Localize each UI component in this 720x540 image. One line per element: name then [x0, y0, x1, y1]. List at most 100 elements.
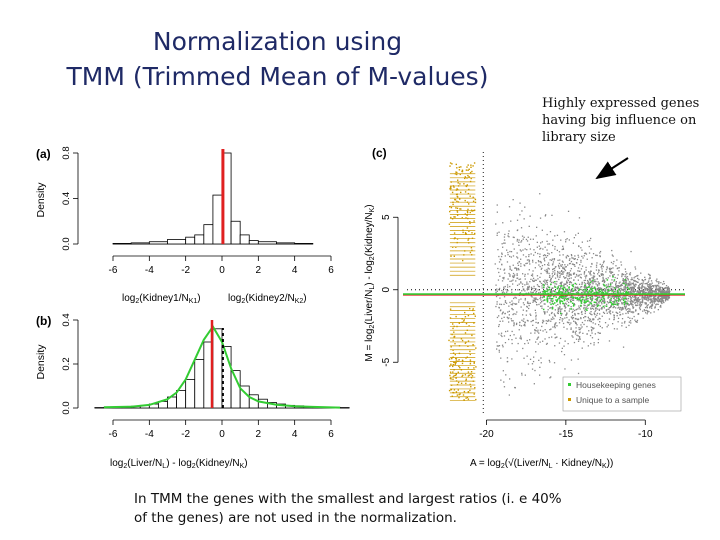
c-grey-point	[649, 276, 651, 278]
c-grey-point	[512, 199, 514, 201]
c-grey-point	[610, 296, 612, 298]
c-grey-point	[570, 322, 572, 324]
c-grey-point	[610, 305, 612, 307]
c-grey-point	[542, 340, 544, 342]
c-grey-point	[589, 334, 592, 337]
c-green-point	[626, 302, 628, 304]
c-green-point	[586, 286, 588, 289]
c-grey-point	[541, 287, 543, 289]
c-grey-point	[535, 312, 537, 314]
c-grey-point	[665, 286, 667, 289]
c-grey-point	[496, 301, 498, 303]
c-grey-point	[605, 309, 608, 311]
c-green-point	[624, 279, 627, 281]
c-grey-point	[591, 298, 594, 300]
c-green-point	[591, 295, 593, 298]
c-grey-point	[598, 287, 601, 289]
c-green-point	[580, 304, 582, 307]
c-grey-point	[521, 283, 524, 285]
c-gold-point	[452, 356, 454, 358]
c-grey-point	[511, 288, 513, 291]
c-grey-point	[577, 232, 579, 234]
c-grey-point	[667, 287, 669, 289]
c-gold-point	[453, 255, 455, 257]
c-grey-point	[647, 273, 650, 275]
c-grey-point	[569, 299, 572, 302]
c-grey-point	[662, 300, 664, 303]
c-grey-point	[559, 337, 562, 340]
c-grey-point	[628, 308, 630, 310]
c-grey-point	[508, 230, 510, 232]
c-grey-point	[654, 296, 656, 298]
c-grey-point	[532, 270, 534, 272]
c-grey-point	[623, 273, 625, 276]
c-grey-point	[579, 276, 582, 278]
c-green-point	[543, 295, 545, 298]
c-grey-point	[554, 266, 556, 268]
c-grey-point	[542, 295, 544, 297]
c-green-point	[590, 291, 592, 293]
c-grey-point	[639, 287, 641, 289]
y-tick-label: 0.2	[61, 357, 72, 370]
c-grey-point	[539, 366, 541, 368]
c-grey-point	[592, 291, 594, 293]
c-grey-point	[551, 311, 553, 314]
c-grey-point	[592, 328, 594, 330]
c-green-point	[598, 289, 600, 292]
c-grey-point	[564, 283, 566, 285]
c-grey-point	[578, 337, 581, 339]
c-gold-point	[452, 363, 454, 366]
c-grey-point	[516, 274, 518, 276]
c-grey-point	[589, 284, 591, 286]
c-grey-point	[648, 292, 650, 294]
c-grey-point	[590, 329, 593, 331]
c-grey-point	[574, 318, 577, 320]
c-grey-point	[597, 281, 599, 283]
c-green-point	[556, 287, 559, 290]
c-grey-point	[601, 308, 603, 310]
c-gold-point	[469, 350, 471, 353]
c-grey-point	[544, 311, 546, 313]
c-grey-point	[638, 299, 640, 301]
c-grey-point	[501, 280, 504, 282]
c-grey-point	[605, 310, 608, 312]
c-gold-point	[450, 206, 453, 209]
c-grey-point	[574, 331, 576, 333]
c-grey-point	[660, 298, 663, 300]
c-grey-point	[645, 312, 647, 314]
c-grey-point	[567, 343, 569, 345]
c-green-point	[585, 295, 588, 297]
c-gold-point	[453, 232, 456, 234]
c-grey-point	[626, 303, 628, 306]
c-grey-point	[621, 274, 623, 276]
c-grey-point	[495, 305, 497, 308]
c-grey-point	[517, 257, 519, 259]
c-grey-point	[581, 249, 583, 251]
c-grey-point	[544, 215, 546, 217]
c-grey-point	[562, 254, 564, 256]
c-grey-point	[524, 284, 526, 286]
c-grey-point	[640, 303, 643, 306]
c-grey-point	[572, 257, 574, 259]
c-green-point	[585, 289, 588, 292]
c-gold-points	[448, 162, 477, 402]
c-grey-point	[632, 286, 635, 288]
c-grey-point	[555, 291, 557, 294]
c-grey-point	[540, 357, 542, 359]
c-grey-point	[559, 254, 561, 256]
c-green-point	[564, 288, 567, 290]
c-grey-point	[581, 326, 583, 328]
c-grey-point	[618, 303, 620, 305]
c-grey-point	[617, 274, 619, 276]
c-gold-point	[456, 214, 459, 216]
c-green-point	[586, 300, 588, 302]
c-green-point	[585, 297, 587, 299]
c-grey-point	[516, 269, 518, 271]
c-gold-point	[460, 369, 463, 371]
c-green-point	[597, 304, 600, 306]
c-grey-point	[648, 299, 650, 301]
c-grey-point	[515, 313, 517, 315]
c-grey-point	[537, 278, 539, 280]
c-grey-point	[601, 315, 603, 317]
c-grey-point	[552, 268, 554, 271]
